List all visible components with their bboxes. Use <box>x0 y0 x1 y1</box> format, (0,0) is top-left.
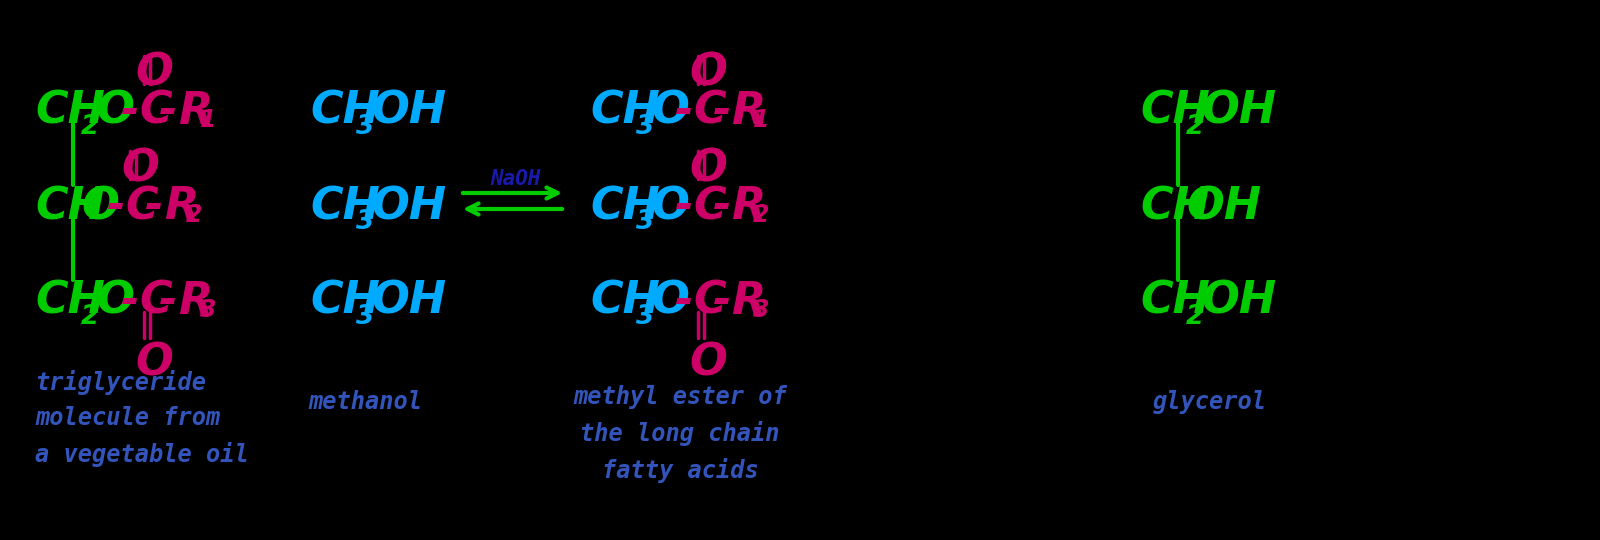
Text: 2: 2 <box>82 304 99 330</box>
Text: -: - <box>714 280 731 323</box>
Text: 2: 2 <box>1186 114 1205 140</box>
Text: O: O <box>96 280 134 323</box>
Text: O: O <box>651 280 690 323</box>
Text: CH: CH <box>35 90 106 133</box>
Text: 2: 2 <box>754 203 770 227</box>
Text: triglyceride
molecule from
a vegetable oil: triglyceride molecule from a vegetable o… <box>35 370 248 468</box>
Text: R: R <box>731 280 765 323</box>
Text: methanol: methanol <box>307 390 422 414</box>
Text: OH: OH <box>1186 185 1261 228</box>
Text: O: O <box>690 342 726 385</box>
Text: 2: 2 <box>1186 304 1205 330</box>
Text: R: R <box>731 90 765 133</box>
Text: C: C <box>139 90 171 133</box>
Text: -: - <box>107 185 125 228</box>
Text: 3: 3 <box>637 209 654 235</box>
Text: CH: CH <box>590 90 659 133</box>
Text: -: - <box>675 280 693 323</box>
Text: OH: OH <box>371 280 446 323</box>
Text: C: C <box>125 185 158 228</box>
Text: -: - <box>158 90 178 133</box>
Text: O: O <box>651 185 690 228</box>
Text: O: O <box>690 52 726 95</box>
Text: 1: 1 <box>200 108 216 132</box>
Text: O: O <box>82 185 118 228</box>
Text: OH: OH <box>371 90 446 133</box>
Text: CH: CH <box>310 185 379 228</box>
Text: O: O <box>134 342 173 385</box>
Text: O: O <box>651 90 690 133</box>
Text: 3: 3 <box>355 209 374 235</box>
Text: CH: CH <box>35 185 106 228</box>
Text: CH: CH <box>35 280 106 323</box>
Text: R: R <box>178 90 213 133</box>
Text: -: - <box>146 185 163 228</box>
Text: C: C <box>693 185 726 228</box>
Text: 3: 3 <box>637 114 654 140</box>
Text: 2: 2 <box>82 114 99 140</box>
Text: -: - <box>675 90 693 133</box>
Text: 3: 3 <box>637 304 654 330</box>
Text: O: O <box>122 147 158 190</box>
Text: C: C <box>693 280 726 323</box>
Text: C: C <box>139 280 171 323</box>
Text: -: - <box>122 90 139 133</box>
Text: R: R <box>178 280 213 323</box>
Text: OH: OH <box>371 185 446 228</box>
Text: OH: OH <box>1202 90 1277 133</box>
Text: OH: OH <box>1202 280 1277 323</box>
Text: 2: 2 <box>186 203 203 227</box>
Text: CH: CH <box>590 185 659 228</box>
Text: CH: CH <box>1139 280 1210 323</box>
Text: C: C <box>693 90 726 133</box>
Text: CH: CH <box>590 280 659 323</box>
Text: glycerol: glycerol <box>1154 390 1267 414</box>
Text: -: - <box>714 90 731 133</box>
Text: -: - <box>675 185 693 228</box>
Text: CH: CH <box>1139 185 1210 228</box>
Text: O: O <box>134 52 173 95</box>
Text: 3: 3 <box>355 114 374 140</box>
Text: CH: CH <box>310 90 379 133</box>
Text: 3: 3 <box>754 298 770 322</box>
Text: R: R <box>165 185 198 228</box>
Text: O: O <box>690 147 726 190</box>
Text: O: O <box>96 90 134 133</box>
Text: -: - <box>122 280 139 323</box>
Text: NaOH: NaOH <box>490 169 541 189</box>
Text: CH: CH <box>1139 90 1210 133</box>
Text: 1: 1 <box>754 108 770 132</box>
Text: 3: 3 <box>200 298 216 322</box>
Text: R: R <box>731 185 765 228</box>
Text: CH: CH <box>310 280 379 323</box>
Text: methyl ester of
the long chain
fatty acids: methyl ester of the long chain fatty aci… <box>573 385 787 483</box>
Text: 3: 3 <box>355 304 374 330</box>
Text: -: - <box>158 280 178 323</box>
Text: -: - <box>714 185 731 228</box>
